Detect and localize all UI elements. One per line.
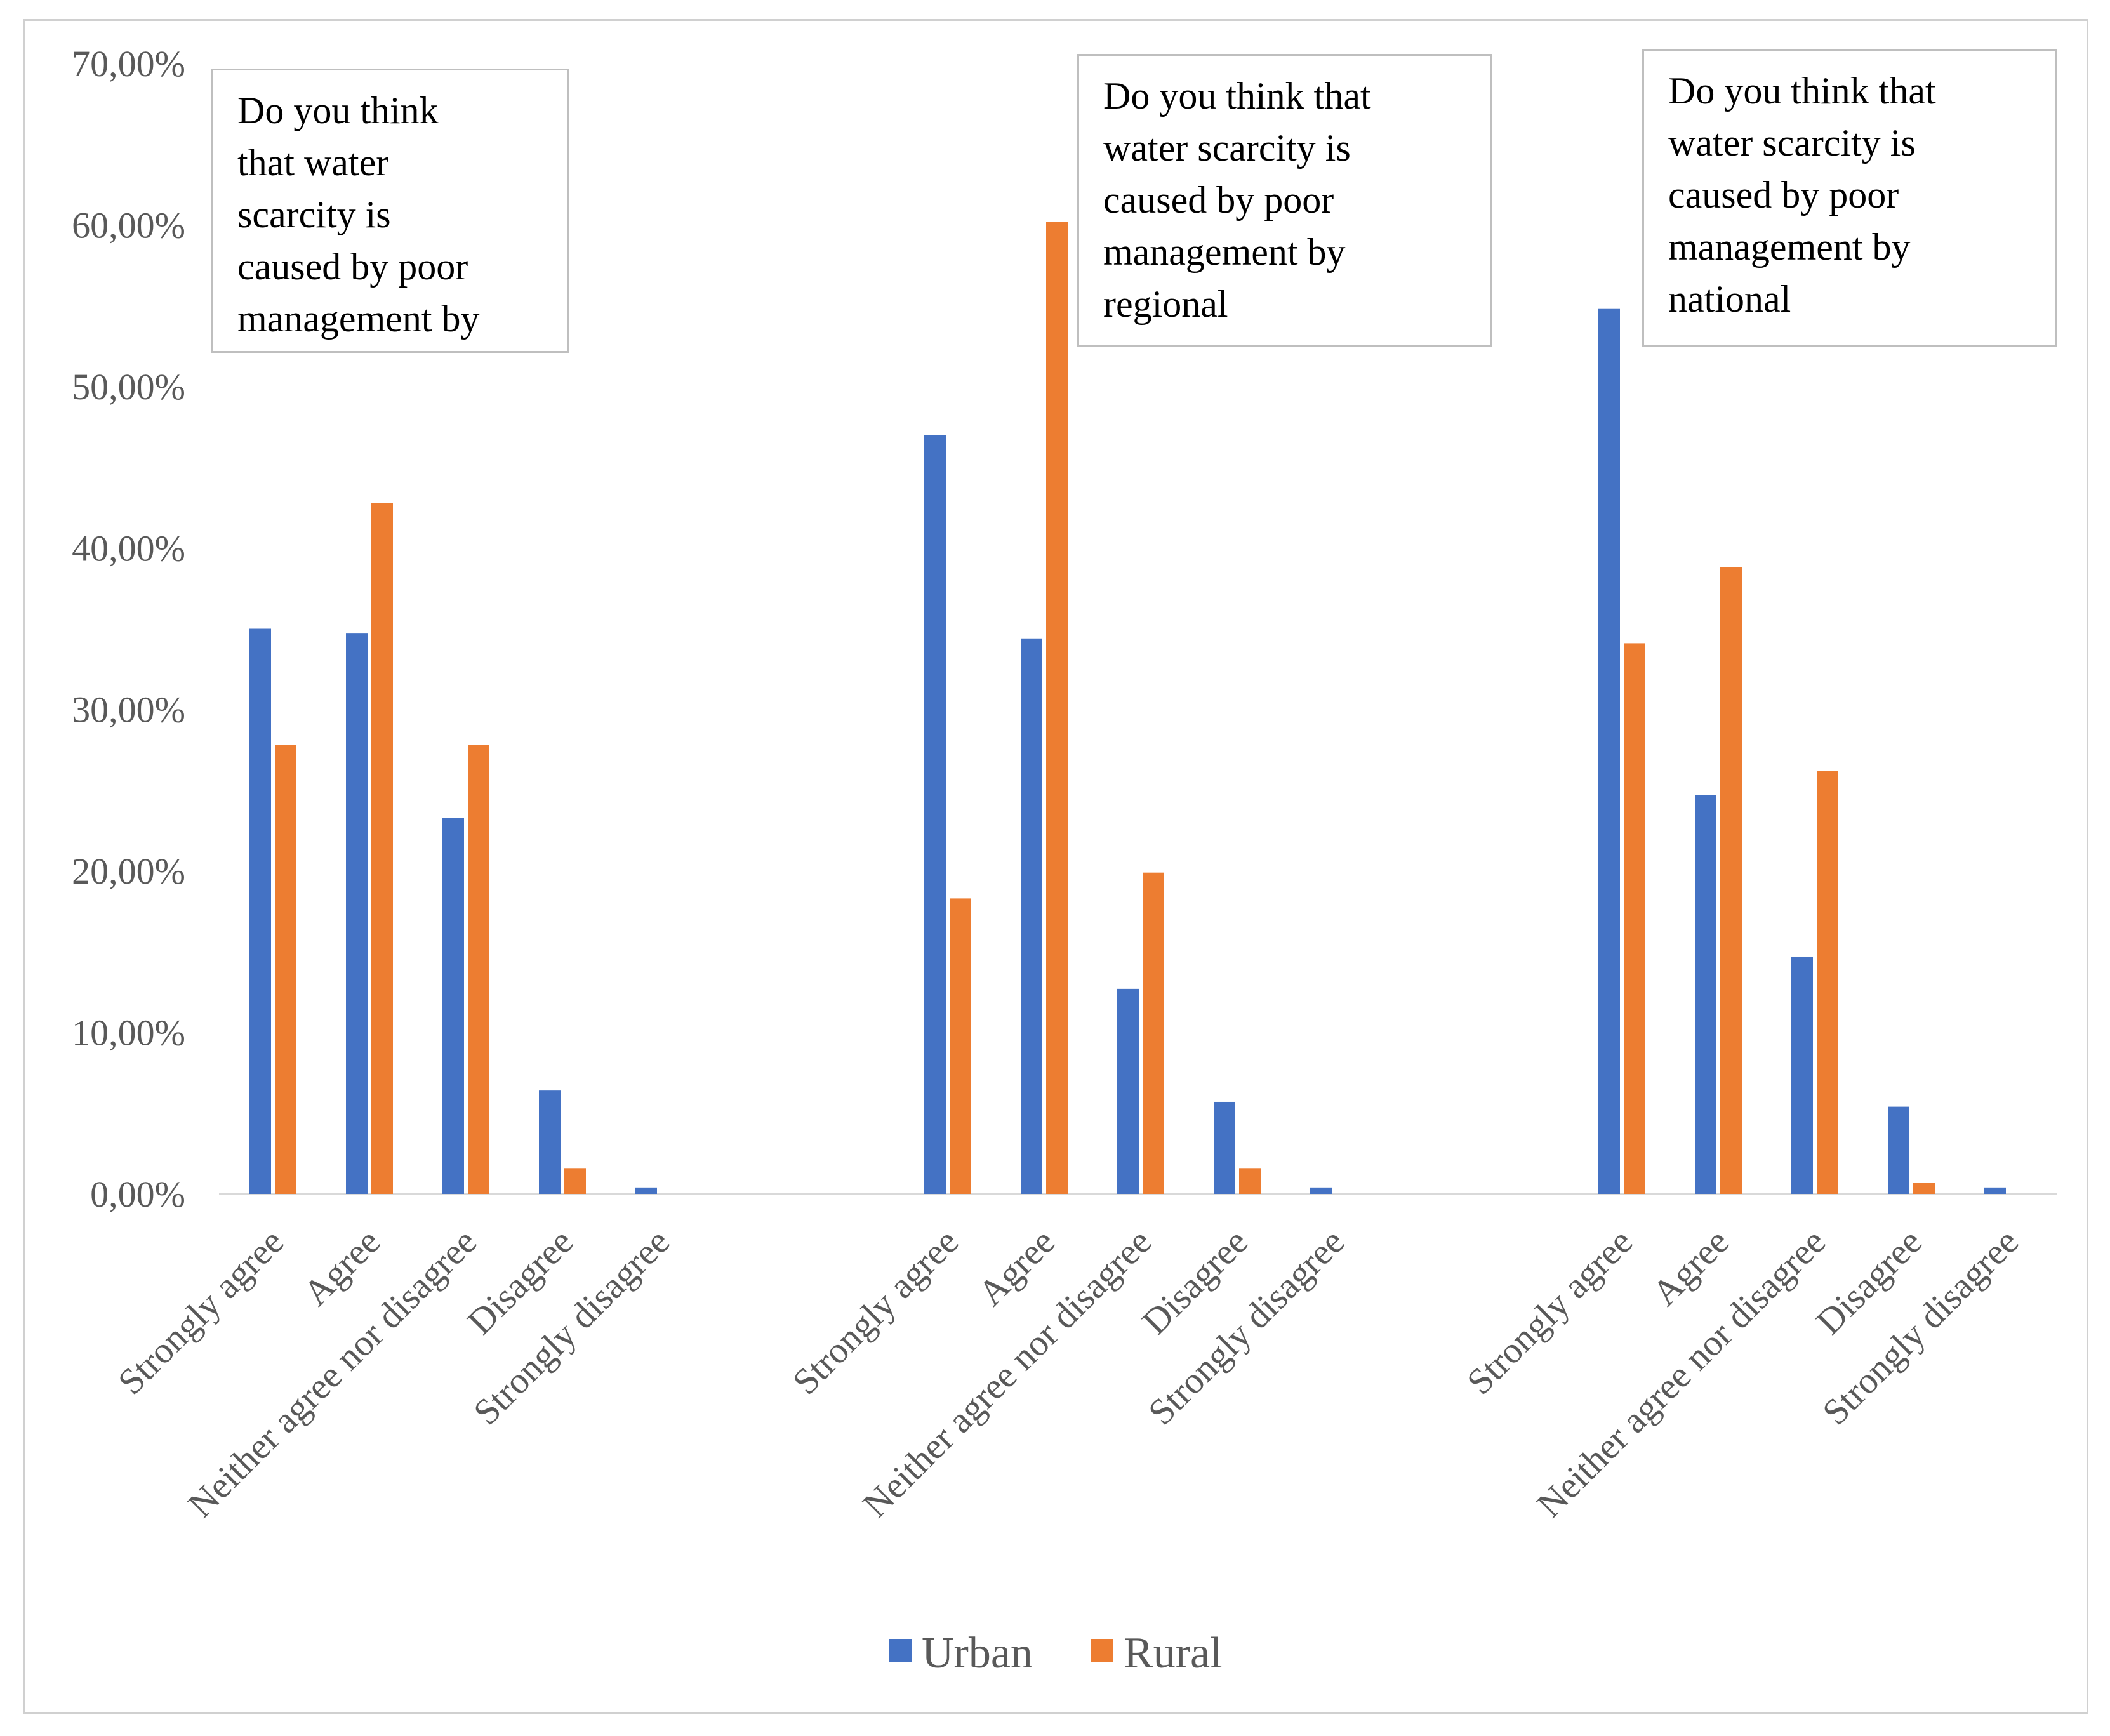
- bar-urban-g3-c1: [1598, 308, 1620, 1194]
- annotation-box-regional: Do you think that water scarcity is caus…: [1077, 54, 1492, 347]
- bar-rural-g1-c3: [468, 745, 489, 1194]
- legend: Urban Rural: [889, 1629, 1223, 1678]
- x-category-label: Strongly agree: [785, 1221, 966, 1402]
- annotation-box-national: Do you think that water scarcity is caus…: [1642, 49, 2057, 347]
- y-tick-label: 70,00%: [72, 43, 185, 84]
- y-axis-ticks: 0,00% 10,00% 20,00% 30,00% 40,00% 50,00% 60,00…: [72, 43, 185, 1215]
- bars: [249, 222, 2006, 1195]
- x-category-label: Agree: [1644, 1221, 1737, 1313]
- bar-rural-g2-c1: [950, 898, 971, 1194]
- bar-urban-g2-c2: [1021, 638, 1042, 1194]
- x-category-label: Strongly agree: [1459, 1221, 1640, 1402]
- annotation-box-local: Do you think that water scarcity is caus…: [211, 69, 569, 353]
- bar-urban-g3-c5: [1984, 1187, 2006, 1194]
- y-tick-label: 40,00%: [72, 527, 185, 569]
- bar-rural-g3-c4: [1913, 1183, 1935, 1194]
- bar-rural-g2-c3: [1143, 872, 1164, 1194]
- bar-urban-g2-c4: [1214, 1101, 1235, 1194]
- bar-urban-g2-c1: [924, 435, 946, 1194]
- bar-urban-g2-c3: [1117, 988, 1139, 1194]
- bar-urban-g1-c4: [539, 1090, 561, 1194]
- legend-label-urban: Urban: [922, 1629, 1033, 1678]
- y-tick-label: 20,00%: [72, 851, 185, 892]
- bar-rural-g2-c4: [1239, 1168, 1261, 1194]
- bar-rural-g3-c3: [1817, 771, 1838, 1194]
- legend-swatch-rural: [1091, 1639, 1113, 1662]
- bar-urban-g1-c1: [249, 628, 271, 1194]
- bar-urban-g3-c2: [1695, 795, 1716, 1194]
- y-tick-label: 10,00%: [72, 1012, 185, 1054]
- bar-rural-g3-c1: [1624, 643, 1645, 1194]
- x-category-label: Agree: [295, 1221, 388, 1313]
- bar-urban-g1-c2: [346, 633, 368, 1194]
- bar-rural-g3-c2: [1720, 567, 1742, 1194]
- bar-rural-g2-c2: [1046, 222, 1068, 1195]
- y-tick-label: 0,00%: [90, 1174, 185, 1215]
- legend-label-rural: Rural: [1124, 1629, 1223, 1678]
- bar-urban-g1-c5: [635, 1187, 657, 1194]
- legend-swatch-urban: [889, 1639, 912, 1662]
- x-category-label: Agree: [970, 1221, 1063, 1313]
- bar-urban-g3-c3: [1791, 956, 1813, 1194]
- bar-rural-g1-c2: [371, 503, 393, 1195]
- y-tick-label: 30,00%: [72, 689, 185, 731]
- bar-urban-g1-c3: [442, 818, 464, 1194]
- bar-rural-g1-c1: [275, 745, 296, 1194]
- bar-rural-g1-c4: [564, 1168, 586, 1194]
- x-category-label: Strongly agree: [110, 1221, 291, 1402]
- y-tick-label: 60,00%: [72, 204, 185, 246]
- bar-urban-g2-c5: [1310, 1187, 1332, 1194]
- bar-urban-g3-c4: [1888, 1106, 1909, 1194]
- y-tick-label: 50,00%: [72, 366, 185, 407]
